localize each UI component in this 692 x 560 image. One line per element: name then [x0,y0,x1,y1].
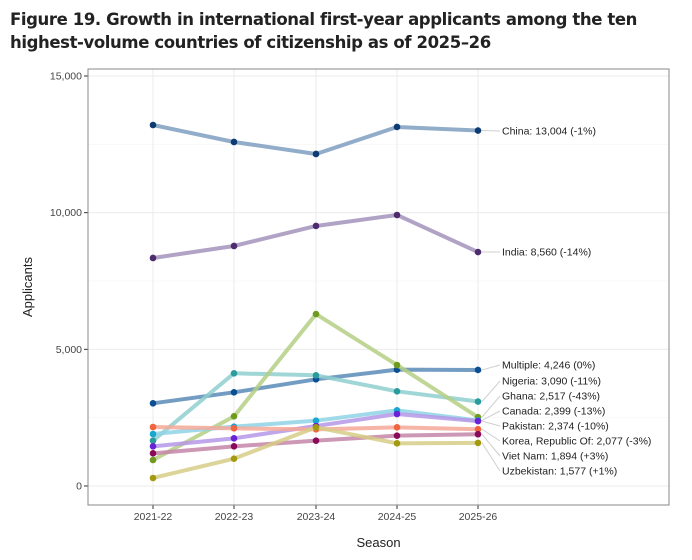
series-label: Multiple: 4,246 (0%) [502,360,595,372]
data-point [149,400,157,407]
series-uzbekistan: Uzbekistan: 1,577 (+1%) [149,424,617,482]
data-point [230,425,238,432]
data-point [312,310,320,318]
x-tick-label: 2025-26 [459,511,498,523]
data-point [230,389,238,396]
data-point [230,138,238,146]
data-point [149,423,157,431]
data-point [312,222,320,230]
data-point [149,430,157,438]
data-point [474,425,482,433]
series-label: Viet Nam: 1,894 (+3%) [502,451,608,463]
chart-title: Figure 19. Growth in international first… [10,10,638,52]
data-point [149,474,157,482]
data-point [393,123,401,131]
label-leader-line [481,380,501,402]
data-point [312,372,320,379]
data-point [230,443,238,450]
x-tick-label: 2022-23 [215,511,254,523]
label-leader-line [481,433,501,457]
data-point [474,417,482,425]
data-point [393,211,401,219]
data-point [474,366,482,374]
data-point [474,439,482,447]
label-leader-line [481,442,501,472]
label-leader-line [481,395,501,418]
data-point [149,456,157,464]
data-point [149,254,157,262]
series-label: Canada: 2,399 (-13%) [502,406,605,418]
series-label: India: 8,560 (-14%) [502,247,591,259]
data-point [393,410,401,418]
data-point [230,242,238,250]
data-point [393,432,401,439]
data-point [393,388,401,395]
data-point [312,424,320,431]
y-tick-label: 0 [76,481,82,493]
data-point [149,443,157,450]
label-leader-line [481,410,501,421]
y-tick-label: 5,000 [56,344,82,356]
x-tick-label: 2023-24 [297,511,336,523]
series-label: Korea, Republic Of: 2,077 (-3%) [502,436,651,448]
y-axis-label: Applicants [20,257,35,317]
x-axis-label: Season [356,535,400,550]
label-leader-line [481,420,501,427]
series-label: Ghana: 2,517 (-43%) [502,391,600,403]
data-point [393,361,401,369]
data-point [474,127,482,134]
series-nigeria: Nigeria: 3,090 (-11%) [149,370,601,444]
plot-border [87,68,670,506]
data-point [474,248,482,256]
data-point [230,370,238,377]
data-point [230,455,238,462]
data-point [312,437,320,444]
data-point [474,398,482,405]
data-point [230,413,238,420]
x-tick-label: 2024-25 [378,511,417,523]
x-tick-label: 2021-22 [134,511,173,523]
data-point [393,440,401,447]
data-point [230,435,238,442]
data-point [393,424,401,431]
series-viet-nam: Viet Nam: 1,894 (+3%) [149,430,608,463]
series-label: Pakistan: 2,374 (-10%) [502,421,609,433]
series-label: China: 13,004 (-1%) [502,126,596,138]
data-point [149,450,157,457]
series-label: Uzbekistan: 1,577 (+1%) [502,466,617,478]
y-tick-label: 10,000 [50,207,82,219]
y-tick-label: 15,000 [50,71,82,83]
data-point [312,417,320,424]
data-point [149,121,157,129]
label-leader-line [481,364,501,371]
series-label: Nigeria: 3,090 (-11%) [502,376,601,388]
data-point [149,437,157,444]
series-china: China: 13,004 (-1%) [149,121,596,158]
label-leader-line [481,428,501,442]
series-india: India: 8,560 (-14%) [149,211,591,262]
data-point [312,150,320,158]
data-point [474,430,482,438]
